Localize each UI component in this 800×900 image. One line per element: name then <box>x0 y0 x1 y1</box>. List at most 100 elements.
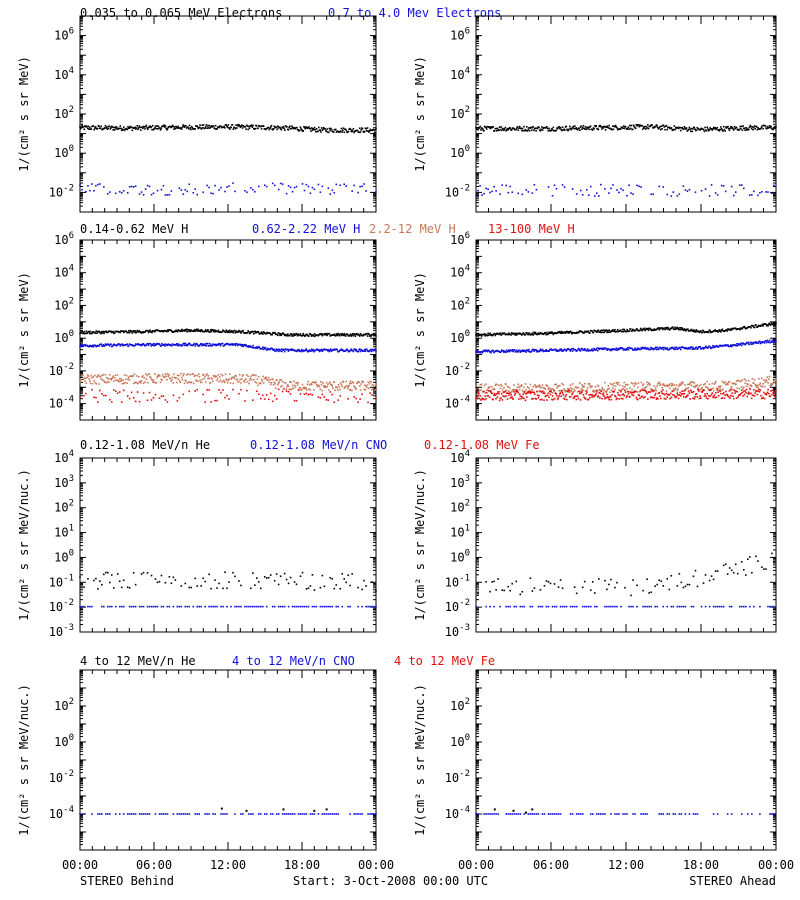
data-point <box>521 349 524 352</box>
legend-label: 0.14-0.62 MeV H <box>80 222 188 236</box>
data-point <box>217 374 220 376</box>
data-point <box>171 124 174 127</box>
data-point <box>574 390 576 392</box>
data-point <box>119 380 122 382</box>
data-point <box>644 329 646 332</box>
data-point <box>665 348 668 350</box>
data-point <box>502 128 505 130</box>
data-point <box>139 380 141 383</box>
data-series <box>79 342 377 353</box>
data-point <box>340 334 343 337</box>
data-point <box>571 126 574 129</box>
data-point <box>180 373 182 375</box>
data-point <box>478 397 481 400</box>
data-point <box>214 343 217 346</box>
data-point <box>252 124 254 127</box>
data-point <box>143 126 146 128</box>
data-point <box>765 379 767 381</box>
data-point <box>328 332 331 335</box>
data-point <box>305 392 308 395</box>
data-point <box>241 127 244 129</box>
data-point <box>131 332 134 334</box>
data-point <box>255 346 257 349</box>
data-point <box>279 182 282 185</box>
data-point <box>114 126 117 128</box>
data-point <box>311 129 314 131</box>
data-point <box>166 129 168 131</box>
data-point <box>647 327 649 330</box>
data-point <box>257 384 259 387</box>
data-point <box>80 331 83 334</box>
data-point <box>704 383 706 385</box>
data-point <box>483 130 485 132</box>
data-point <box>260 382 262 385</box>
data-point <box>340 383 343 386</box>
data-point <box>194 345 196 347</box>
data-point <box>622 393 625 395</box>
data-point <box>315 383 318 386</box>
data-point <box>564 349 567 351</box>
data-point <box>359 398 361 400</box>
data-point <box>370 350 373 353</box>
data-point <box>607 127 610 129</box>
data-point <box>137 375 140 378</box>
data-point <box>714 382 716 384</box>
data-point <box>606 125 608 127</box>
data-point <box>191 126 194 129</box>
data-point <box>290 349 293 352</box>
data-point <box>750 343 753 345</box>
data-point <box>149 329 151 331</box>
data-point <box>373 131 376 134</box>
data-point <box>609 382 612 385</box>
data-point <box>135 381 137 383</box>
data-point <box>639 397 641 400</box>
data-point <box>303 126 306 129</box>
data-point <box>127 125 129 128</box>
data-point <box>105 330 107 333</box>
data-point <box>296 333 298 335</box>
data-point <box>518 388 521 391</box>
data-point <box>615 126 618 128</box>
data-point <box>765 191 767 193</box>
data-point <box>521 127 524 130</box>
data-point <box>606 393 608 396</box>
data-point <box>274 387 277 389</box>
data-point <box>644 390 647 392</box>
data-point <box>626 328 628 331</box>
data-point <box>317 183 320 186</box>
data-point <box>495 393 498 395</box>
data-point <box>724 130 726 132</box>
data-point <box>767 324 769 327</box>
data-point <box>83 377 86 380</box>
data-point <box>126 395 129 397</box>
data-point <box>610 187 612 190</box>
data-point <box>316 348 319 351</box>
data-point <box>498 399 501 402</box>
data-point <box>196 330 199 332</box>
data-point <box>666 384 668 386</box>
data-point <box>99 389 101 392</box>
data-point <box>476 392 479 395</box>
data-point <box>666 396 668 399</box>
data-point <box>137 343 140 345</box>
data-point <box>651 124 653 126</box>
data-point <box>137 127 140 129</box>
data-point <box>770 383 772 385</box>
data-point <box>595 348 598 351</box>
data-point <box>235 124 237 126</box>
data-point <box>284 381 287 384</box>
data-point <box>617 381 620 384</box>
data-point <box>599 397 601 399</box>
data-point <box>493 185 495 188</box>
data-point <box>166 330 168 333</box>
data-point <box>580 392 583 394</box>
data-point <box>508 127 510 130</box>
data-point <box>228 127 230 129</box>
data-point <box>127 376 130 379</box>
data-point <box>679 347 681 349</box>
data-point <box>271 182 274 185</box>
y-tick-label: 102 <box>54 105 74 121</box>
data-point <box>267 126 270 129</box>
data-point <box>661 392 663 395</box>
data-point <box>339 382 342 384</box>
